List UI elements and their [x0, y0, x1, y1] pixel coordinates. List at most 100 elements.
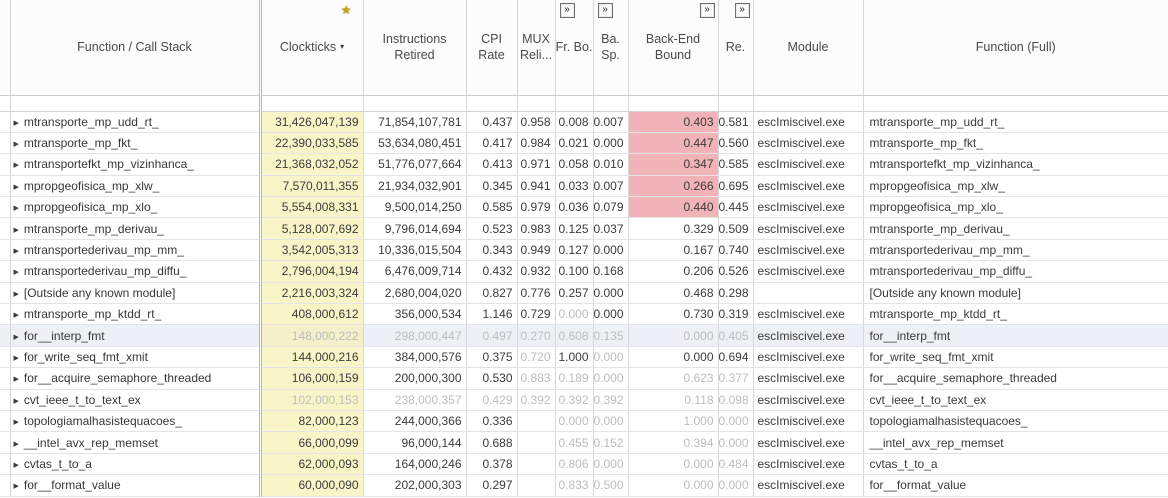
- table-row[interactable]: ▶ for__interp_fmt 148,000,222 298,000,447 0.…: [0, 324, 1168, 347]
- row-gutter: [0, 260, 11, 283]
- table-row[interactable]: ▶ for__acquire_semaphore_threaded 106,000,…: [0, 367, 1168, 390]
- fr-cell: 0.100: [555, 260, 594, 283]
- column-header-mux-reliability[interactable]: MUX Reli...: [517, 0, 556, 96]
- expand-triangle-icon[interactable]: ▶: [13, 397, 19, 405]
- full-cell: topologiamalhasistequacoes_: [863, 410, 1168, 433]
- expand-triangle-icon[interactable]: ▶: [13, 141, 19, 149]
- ba-cell: 0.500: [593, 474, 629, 497]
- column-header-front-end-bound[interactable]: » Fr. Bo.: [555, 0, 594, 96]
- cpi-cell: 0.343: [466, 239, 518, 262]
- column-label: MUX Reli...: [520, 32, 552, 63]
- mux-cell: 0.932: [517, 260, 556, 283]
- clockticks-cell: 62,000,093: [260, 453, 364, 476]
- beb-cell: 0.447: [628, 132, 719, 155]
- ba-cell: 0.000: [593, 132, 629, 155]
- expand-triangle-icon[interactable]: ▶: [13, 312, 19, 320]
- expand-triangle-icon[interactable]: ▶: [13, 440, 19, 448]
- table-row[interactable]: ▶ topologiamalhasistequacoes_ 82,000,123 24…: [0, 410, 1168, 433]
- fn-cell: ▶ topologiamalhasistequacoes_: [10, 410, 262, 433]
- expand-triangle-icon[interactable]: ▶: [13, 333, 19, 341]
- ba-cell: 0.135: [593, 324, 629, 347]
- module-cell: escImiscivel.exe: [753, 217, 864, 240]
- table-row[interactable]: ▶ for_write_seq_fmt_xmit 144,000,216 384,00…: [0, 346, 1168, 369]
- column-header-function[interactable]: Function / Call Stack: [10, 0, 262, 96]
- table-row[interactable]: ▶ cvt_ieee_t_to_text_ex 102,000,153 238,000…: [0, 389, 1168, 411]
- expand-triangle-icon[interactable]: ▶: [13, 483, 19, 491]
- column-header-clockticks[interactable]: ★ Clockticks ▾: [260, 0, 364, 96]
- clockticks-cell: 21,368,032,052: [260, 153, 364, 176]
- ba-cell: 0.000: [593, 367, 629, 390]
- table-row[interactable]: ▶ for__format_value 60,000,090 202,000,303 0…: [0, 474, 1168, 497]
- expand-triangle-icon[interactable]: ▶: [13, 419, 19, 427]
- expand-triangle-icon[interactable]: ▶: [13, 290, 19, 298]
- expand-triangle-icon[interactable]: ▶: [13, 162, 19, 170]
- re-cell: 0.000: [718, 474, 754, 497]
- expand-column-icon[interactable]: »: [699, 3, 715, 18]
- fr-cell: 0.189: [555, 367, 594, 390]
- table-row[interactable]: ▶ mpropgeofisica_mp_xlo_ 5,554,008,331 9,50…: [0, 196, 1168, 219]
- re-cell: 0.695: [718, 175, 754, 198]
- table-row[interactable]: ▶ mtransportederivau_mp_diffu_ 2,796,004,1…: [0, 260, 1168, 283]
- expand-triangle-icon[interactable]: ▶: [13, 269, 19, 277]
- expand-triangle-icon[interactable]: ▶: [13, 461, 19, 469]
- column-header-retiring[interactable]: » Re.: [718, 0, 754, 96]
- column-header-bad-speculation[interactable]: » Ba. Sp.: [593, 0, 629, 96]
- expand-column-icon[interactable]: »: [734, 3, 750, 18]
- clockticks-cell: 106,000,159: [260, 367, 364, 390]
- cpi-cell: 0.375: [466, 346, 518, 369]
- sort-desc-icon[interactable]: ▾: [340, 42, 345, 52]
- function-name: mtransportederivau_mp_mm_: [23, 243, 184, 258]
- instr-cell: 53,634,080,451: [363, 132, 467, 155]
- table-row[interactable]: ▶ mtransporte_mp_fkt_ 22,390,033,585 53,634…: [0, 132, 1168, 155]
- full-cell: mpropgeofisica_mp_xlw_: [863, 175, 1168, 198]
- fn-cell: ▶ for__interp_fmt: [10, 324, 262, 347]
- table-row[interactable]: ▶ mtransporte_mp_derivau_ 5,128,007,692 9,7…: [0, 217, 1168, 240]
- table-row[interactable]: ▶ mtransportefkt_mp_vizinhanca_ 21,368,032…: [0, 153, 1168, 176]
- expand-triangle-icon[interactable]: ▶: [13, 226, 19, 234]
- table-row[interactable]: ▶ __intel_avx_rep_memset 66,000,099 96,000,…: [0, 431, 1168, 454]
- table-row[interactable]: ▶ mpropgeofisica_mp_xlw_ 7,570,011,355 21,9…: [0, 175, 1168, 198]
- table-row[interactable]: ▶ mtransporte_mp_ktdd_rt_ 408,000,612 356,0…: [0, 303, 1168, 326]
- expand-triangle-icon[interactable]: ▶: [13, 354, 19, 362]
- spacer-cell: [466, 95, 518, 112]
- expand-triangle-icon[interactable]: ▶: [13, 376, 19, 384]
- instr-cell: 9,796,014,694: [363, 217, 467, 240]
- clockticks-cell: 3,542,005,313: [260, 239, 364, 262]
- row-gutter: [0, 324, 11, 347]
- cpi-cell: 0.585: [466, 196, 518, 219]
- expand-column-icon[interactable]: »: [559, 3, 575, 18]
- table-row[interactable]: ▶ [Outside any known module] 2,216,003,324…: [0, 282, 1168, 305]
- spacer-cell: [10, 95, 262, 112]
- fn-cell: ▶ for__acquire_semaphore_threaded: [10, 367, 262, 390]
- module-cell: [753, 282, 864, 305]
- instr-cell: 21,934,032,901: [363, 175, 467, 198]
- re-cell: 0.445: [718, 196, 754, 219]
- column-header-cpi-rate[interactable]: CPI Rate: [466, 0, 518, 96]
- mux-cell: 0.949: [517, 239, 556, 262]
- expand-triangle-icon[interactable]: ▶: [13, 119, 19, 127]
- column-header-module[interactable]: Module: [753, 0, 864, 96]
- expand-column-icon[interactable]: »: [597, 3, 613, 18]
- re-cell: 0.377: [718, 367, 754, 390]
- fn-cell: ▶ mtransporte_mp_fkt_: [10, 132, 262, 155]
- column-header-function-full[interactable]: Function (Full): [863, 0, 1168, 96]
- re-cell: 0.581: [718, 111, 754, 133]
- spacer-cell: [753, 95, 864, 112]
- expand-triangle-icon[interactable]: ▶: [13, 248, 19, 256]
- column-header-back-end-bound[interactable]: » Back-End Bound: [628, 0, 719, 96]
- function-name: mtransporte_mp_derivau_: [23, 221, 164, 236]
- re-cell: 0.319: [718, 303, 754, 326]
- instr-cell: 71,854,107,781: [363, 111, 467, 133]
- table-row[interactable]: ▶ mtransporte_mp_udd_rt_ 31,426,047,139 71,…: [0, 111, 1168, 133]
- cpi-cell: 0.437: [466, 111, 518, 133]
- expand-triangle-icon[interactable]: ▶: [13, 205, 19, 213]
- table-row[interactable]: ▶ mtransportederivau_mp_mm_ 3,542,005,313 1…: [0, 239, 1168, 262]
- row-gutter: [0, 196, 11, 219]
- column-header-instructions-retired[interactable]: Instructions Retired: [363, 0, 467, 96]
- table-row[interactable]: ▶ cvtas_t_to_a 62,000,093 164,000,246 0.378 0…: [0, 453, 1168, 476]
- fn-cell: ▶ mpropgeofisica_mp_xlo_: [10, 196, 262, 219]
- expand-triangle-icon[interactable]: ▶: [13, 183, 19, 191]
- ba-cell: 0.000: [593, 303, 629, 326]
- cpi-cell: 0.432: [466, 260, 518, 283]
- function-name: cvtas_t_to_a: [23, 456, 92, 471]
